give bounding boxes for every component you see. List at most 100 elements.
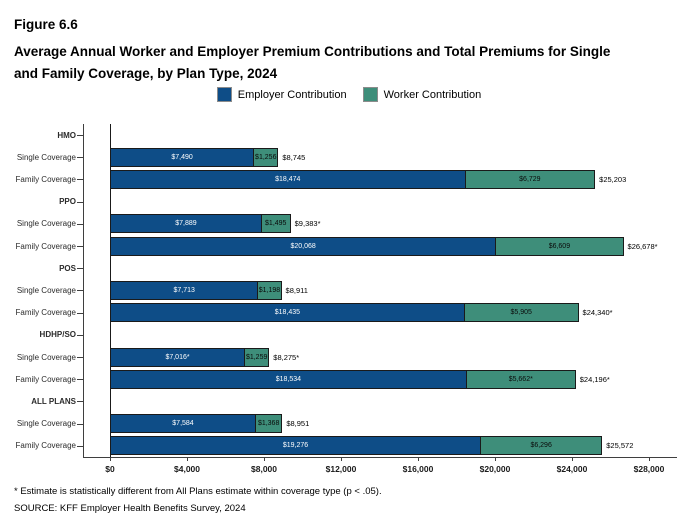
stacked-bar: $18,435 $5,905 (110, 303, 579, 323)
figure-number: Figure 6.6 (14, 17, 78, 32)
coverage-label: Family Coverage (15, 308, 76, 318)
bar-row: Single Coverage $7,490 $1,256 $8,745 (0, 146, 698, 168)
worker-segment: $5,662* (465, 369, 576, 389)
source-line: SOURCE: KFF Employer Health Benefits Sur… (14, 503, 246, 514)
employer-swatch (216, 87, 232, 102)
total-label: $26,678* (627, 241, 658, 251)
x-tick-mark (264, 457, 265, 461)
y-tick (77, 357, 83, 359)
employer-segment: $18,474 (110, 169, 466, 189)
x-axis-line (83, 457, 677, 458)
plan-group-row: HDHP/SO (0, 324, 698, 346)
stacked-bar: $7,713 $1,198 (110, 280, 282, 300)
x-tick-mark (572, 457, 573, 461)
x-tick-mark (110, 457, 111, 461)
employer-segment: $19,276 (110, 436, 482, 456)
y-tick (77, 423, 83, 425)
x-tick-label: $16,000 (402, 464, 434, 474)
y-tick (77, 268, 83, 270)
worker-segment: $1,495 (260, 214, 291, 234)
worker-swatch (362, 87, 378, 102)
employer-segment: $7,889 (110, 214, 262, 234)
x-tick-label: $12,000 (325, 464, 357, 474)
stacked-bar: $20,068 $6,609 (110, 236, 624, 256)
y-tick (77, 157, 83, 159)
y-tick (77, 223, 83, 225)
x-tick-mark (418, 457, 419, 461)
coverage-label: Family Coverage (15, 441, 76, 451)
employer-segment: $7,713 (110, 280, 259, 300)
total-label: $9,383* (294, 219, 321, 229)
bar-row: Single Coverage $7,889 $1,495 $9,383* (0, 213, 698, 235)
legend-label-worker: Worker Contribution (383, 88, 482, 101)
worker-segment: $1,256 (253, 147, 279, 167)
employer-segment: $7,490 (110, 147, 255, 167)
total-label: $24,340* (582, 308, 613, 318)
employer-segment: $18,534 (110, 369, 467, 389)
coverage-label: Family Coverage (15, 174, 76, 184)
bar-row: Family Coverage $20,068 $6,609 $26,678* (0, 235, 698, 257)
x-tick-mark (187, 457, 188, 461)
y-tick (77, 290, 83, 292)
coverage-label: Single Coverage (16, 152, 76, 162)
y-tick (77, 445, 83, 447)
bar-row: Single Coverage $7,016* $1,259 $8,275* (0, 346, 698, 368)
x-tick-label: $0 (105, 464, 115, 474)
y-tick (77, 312, 83, 314)
x-tick-mark (341, 457, 342, 461)
legend-item-employer: Employer Contribution (216, 87, 347, 102)
coverage-label: Family Coverage (15, 374, 76, 384)
plan-group-row: HMO (0, 124, 698, 146)
employer-segment: $7,016* (110, 347, 246, 367)
stacked-bar: $19,276 $6,296 (110, 436, 603, 456)
coverage-label: Single Coverage (16, 285, 76, 295)
footnote: * Estimate is statistically different fr… (14, 486, 382, 497)
coverage-label: Single Coverage (16, 419, 76, 429)
worker-segment: $6,729 (464, 169, 596, 189)
legend-label-employer: Employer Contribution (237, 88, 347, 101)
employer-segment: $7,584 (110, 414, 256, 434)
plan-group-label: PPO (59, 197, 76, 207)
coverage-label: Family Coverage (15, 241, 76, 251)
stacked-bar: $7,490 $1,256 (110, 147, 279, 167)
x-tick-label: $20,000 (479, 464, 511, 474)
plan-group-label: ALL PLANS (31, 396, 76, 406)
worker-segment: $6,609 (495, 236, 624, 256)
x-tick-label: $28,000 (633, 464, 665, 474)
x-tick-label: $4,000 (174, 464, 200, 474)
bar-row: Family Coverage $19,276 $6,296 $25,572 (0, 435, 698, 457)
plan-group-label: HMO (57, 130, 76, 140)
total-label: $25,203 (599, 174, 627, 184)
x-tick-mark (649, 457, 650, 461)
total-label: $8,275* (273, 352, 300, 362)
bar-row: Family Coverage $18,474 $6,729 $25,203 (0, 168, 698, 190)
stacked-bar: $7,584 $1,368 (110, 414, 283, 434)
plan-group-row: POS (0, 257, 698, 279)
y-tick (77, 135, 83, 137)
chart-title-line1: Average Annual Worker and Employer Premi… (14, 44, 611, 59)
chart-title: Average Annual Worker and Employer Premi… (14, 41, 686, 85)
legend: Employer Contribution Worker Contributio… (0, 87, 698, 102)
y-tick (77, 179, 83, 181)
worker-segment: $5,905 (463, 303, 579, 323)
employer-segment: $20,068 (110, 236, 497, 256)
worker-segment: $1,198 (257, 280, 282, 300)
x-tick-mark (495, 457, 496, 461)
y-tick (77, 201, 83, 203)
bar-row: Single Coverage $7,584 $1,368 $8,951 (0, 413, 698, 435)
total-label: $24,196* (579, 374, 610, 384)
coverage-label: Single Coverage (16, 219, 76, 229)
y-tick (77, 401, 83, 403)
plan-group-label: HDHP/SO (39, 330, 76, 340)
y-tick (77, 379, 83, 381)
stacked-bar: $7,889 $1,495 (110, 214, 291, 234)
legend-item-worker: Worker Contribution (362, 87, 482, 102)
employer-segment: $18,435 (110, 303, 465, 323)
bar-row: Family Coverage $18,435 $5,905 $24,340* (0, 302, 698, 324)
worker-segment: $1,368 (254, 414, 283, 434)
y-axis-line (83, 124, 84, 457)
x-tick-label: $8,000 (251, 464, 277, 474)
total-label: $8,951 (286, 419, 310, 429)
total-label: $8,745 (282, 152, 306, 162)
